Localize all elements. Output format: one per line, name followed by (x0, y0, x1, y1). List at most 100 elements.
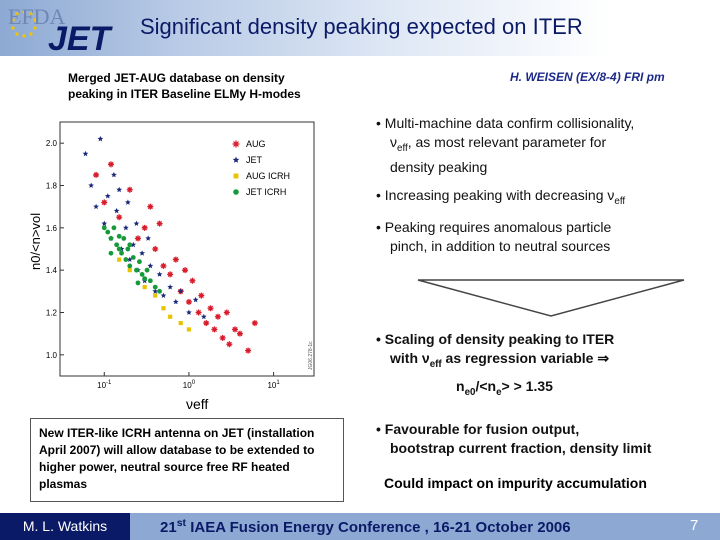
bullet-anomalous-pinch: • Peaking requires anomalous particle pi… (376, 218, 706, 256)
data-point-jet-icrh (144, 267, 150, 273)
author-reference: H. WEISEN (EX/8-4) FRI pm (510, 70, 665, 84)
legend-label: AUG ICRH (246, 171, 290, 181)
efda-jet-logo: EFDA JET (8, 4, 114, 54)
eff-subscript: eff (614, 195, 626, 207)
data-point-aug (198, 292, 205, 299)
data-point-jet (116, 186, 122, 193)
data-point-aug (134, 235, 141, 242)
bullet-iter-scaling: • Scaling of density peaking to ITER wit… (376, 330, 706, 402)
x-axis-label: νeff (186, 396, 209, 412)
bullet-1-line-3: density peaking (390, 158, 488, 175)
data-point-jet-icrh (135, 280, 141, 286)
bullet-favourable: • Favourable for fusion output, bootstra… (376, 420, 716, 458)
data-point-jet-icrh (116, 246, 122, 252)
legend-marker (232, 140, 240, 148)
eff-subscript: eff (429, 358, 442, 370)
down-arrow-shape (417, 279, 685, 317)
data-point-jet (201, 313, 207, 320)
data-point-aug-icrh (142, 285, 147, 290)
data-point-aug (141, 224, 148, 231)
data-point-aug-icrh (168, 314, 173, 319)
data-point-jet-icrh (127, 242, 133, 248)
data-point-aug (152, 246, 159, 252)
data-point-aug (182, 267, 189, 274)
icrh-antenna-callout: New ITER-like ICRH antenna on JET (insta… (30, 418, 344, 502)
data-point-jet-icrh (116, 233, 122, 239)
data-point-aug (219, 334, 226, 341)
eu-stars (11, 10, 37, 38)
data-point-jet (126, 256, 133, 262)
data-point-aug (223, 309, 230, 316)
bullet-5-line-2: bootstrap current fraction, density limi… (390, 440, 652, 456)
density-peaking-scatter-plot: 1.0 1.2 1.4 1.6 1.8 2.0 10-1 100 101 AUG JET AUG … (30, 121, 315, 390)
data-point-aug (147, 203, 154, 210)
page-number: 7 (690, 517, 699, 534)
data-point-jet (130, 241, 137, 248)
data-point-jet-icrh (137, 259, 142, 265)
legend-marker (233, 189, 239, 195)
data-point-jet-icrh (134, 267, 139, 273)
slide-title: Significant density peaking expected on … (140, 14, 583, 39)
bullet-1-line-2: , as most relevant parameter for (407, 134, 607, 150)
x-tick-label: 100 (183, 380, 196, 390)
data-point-aug (226, 341, 233, 348)
data-point-aug-icrh (117, 257, 122, 262)
bullet-1-line-1: • Multi-machine data confirm collisional… (376, 115, 635, 131)
footer-author: M. L. Watkins (0, 513, 130, 540)
data-point-aug-icrh (178, 320, 183, 326)
y-axis-label: n0/<n>vol (30, 213, 43, 270)
data-point-aug (189, 277, 196, 284)
tiny-figure-label: JG06.278-1c (308, 341, 314, 370)
data-point-jet (186, 309, 192, 315)
bullet-4-line-1: • Scaling of density peaking to ITER (376, 331, 615, 347)
data-point-jet-icrh (147, 278, 153, 284)
data-point-jet (125, 199, 131, 205)
bullet-2-text: • Increasing peaking with decreasing (376, 187, 608, 203)
data-point-jet (145, 235, 151, 241)
data-point-jet-icrh (139, 272, 145, 277)
jet-text: JET (48, 20, 114, 54)
data-point-jet (133, 220, 140, 226)
data-point-jet (192, 296, 199, 303)
plot-caption: Merged JET-AUG database on density peaki… (68, 71, 301, 101)
bullet-increasing-peaking: • Increasing peaking with decreasing νef… (376, 186, 706, 211)
eff-subscript: eff (397, 142, 408, 154)
data-point-jet-icrh (121, 236, 127, 241)
data-point-aug (172, 256, 179, 263)
data-point-aug (207, 305, 214, 312)
y-tick-label: 1.6 (46, 224, 58, 233)
data-point-aug (251, 320, 258, 327)
x-tick-label: 10-1 (97, 380, 112, 390)
data-point-jet-icrh (105, 229, 111, 235)
data-point-jet-icrh (123, 257, 129, 262)
iter-peaking-estimate: ne0/<ne> > 1.35 (456, 377, 553, 398)
data-point-aug (236, 330, 243, 337)
legend-marker (232, 156, 240, 163)
data-point-aug (232, 326, 239, 333)
bullet-3-line-1: • Peaking requires anomalous particle (376, 219, 612, 235)
nu-symbol: ν (390, 134, 397, 150)
data-point-jet-icrh (157, 288, 162, 294)
footer-conference: 21st IAEA Fusion Energy Conference , 16-… (160, 517, 571, 536)
data-point-jet (177, 288, 184, 294)
y-tick-label: 1.0 (46, 351, 58, 360)
data-point-aug (245, 347, 252, 354)
data-point-jet-icrh (130, 255, 136, 260)
data-point-jet (104, 193, 111, 199)
y-tick-label: 1.8 (46, 182, 58, 191)
data-point-jet (152, 288, 159, 294)
data-point-aug (160, 262, 167, 269)
data-point-jet (113, 207, 120, 214)
data-point-aug (167, 271, 174, 278)
data-point-jet (97, 135, 104, 142)
data-point-jet-icrh (142, 276, 148, 282)
data-point-aug-icrh (127, 268, 132, 273)
data-point-jet (160, 292, 167, 298)
y-tick-label: 1.4 (46, 266, 58, 275)
data-point-jet (167, 284, 173, 290)
data-point-jet (173, 298, 179, 305)
data-point-jet (93, 203, 99, 210)
data-point-jet-icrh (119, 250, 124, 256)
data-point-aug (93, 171, 100, 178)
data-point-aug-icrh (186, 327, 192, 332)
